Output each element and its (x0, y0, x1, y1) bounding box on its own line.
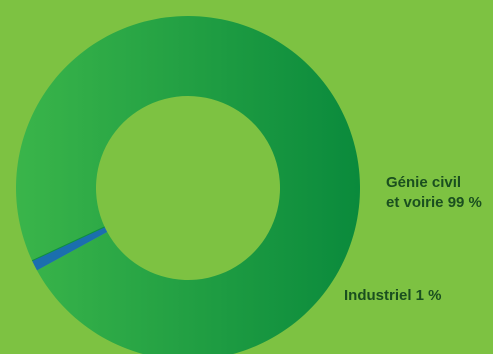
slice-label-genie-civil: Génie civil et voirie 99 % (386, 173, 482, 213)
slice-label-industriel-line1: Industriel 1 % (344, 287, 442, 304)
slice-label-genie-civil-line2: et voirie 99 % (386, 194, 482, 211)
slice-industriel (32, 226, 108, 271)
slice-label-industriel: Industriel 1 % (344, 286, 442, 306)
slice-separator (31, 226, 105, 262)
slice-label-genie-civil-line1: Génie civil (386, 174, 462, 191)
donut-slices (16, 16, 360, 354)
slice-genie-civil (16, 16, 360, 354)
